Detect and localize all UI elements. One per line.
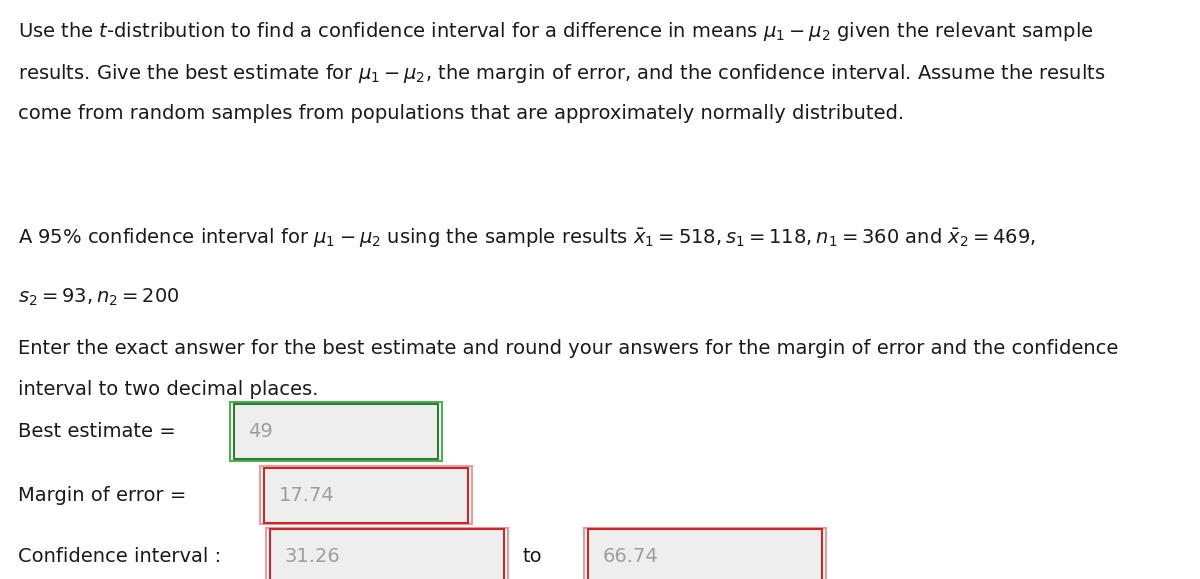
FancyBboxPatch shape <box>234 404 438 459</box>
FancyBboxPatch shape <box>270 529 504 579</box>
Text: results. Give the best estimate for $\mu_1 - \mu_2$, the margin of error, and th: results. Give the best estimate for $\mu… <box>18 62 1105 85</box>
Text: Best estimate =: Best estimate = <box>18 422 175 441</box>
Text: 49: 49 <box>248 422 274 441</box>
Text: 17.74: 17.74 <box>278 486 334 504</box>
Text: $s_2 = 93, n_2 = 200$: $s_2 = 93, n_2 = 200$ <box>18 287 180 308</box>
Text: to: to <box>522 548 541 566</box>
FancyBboxPatch shape <box>588 529 822 579</box>
FancyBboxPatch shape <box>264 468 468 522</box>
Text: Use the $t$-distribution to find a confidence interval for a difference in means: Use the $t$-distribution to find a confi… <box>18 20 1093 43</box>
Text: A 95% confidence interval for $\mu_1 - \mu_2$ using the sample results $\bar{x}_: A 95% confidence interval for $\mu_1 - \… <box>18 226 1036 249</box>
Text: come from random samples from populations that are approximately normally distri: come from random samples from population… <box>18 104 904 123</box>
Text: Enter the exact answer for the best estimate and round your answers for the marg: Enter the exact answer for the best esti… <box>18 339 1118 358</box>
Text: Margin of error =: Margin of error = <box>18 486 186 504</box>
Text: Confidence interval :: Confidence interval : <box>18 548 221 566</box>
Text: 31.26: 31.26 <box>284 548 340 566</box>
Text: 66.74: 66.74 <box>602 548 658 566</box>
Text: interval to two decimal places.: interval to two decimal places. <box>18 380 318 400</box>
